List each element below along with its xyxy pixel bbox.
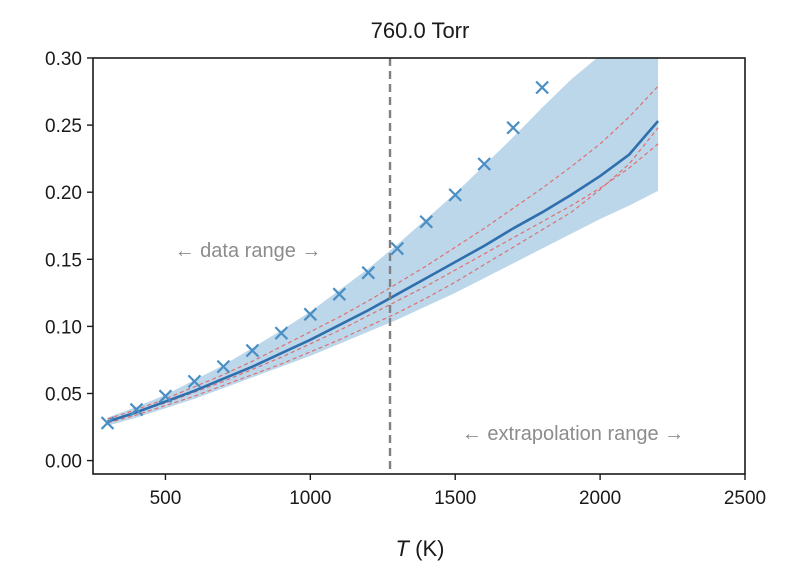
measured-point <box>477 157 491 171</box>
measured-point <box>361 265 376 280</box>
chart-title: 760.0 Torr <box>371 18 470 43</box>
measured-point <box>187 374 202 389</box>
x-axis-label-unit: (K) <box>409 536 444 561</box>
y-tick-label: 0.15 <box>45 250 82 271</box>
red-lower-dashed-line <box>107 127 659 424</box>
x-tick-label: 2500 <box>724 488 766 509</box>
x-tick-label: 1500 <box>434 488 476 509</box>
x-tick-label: 1000 <box>289 488 331 509</box>
measured-point <box>419 214 434 229</box>
y-tick-label: 0.20 <box>45 183 82 204</box>
red-upper-dashed-line <box>107 85 659 420</box>
measured-point <box>535 80 549 95</box>
measured-point <box>100 416 115 430</box>
measured-point <box>506 121 520 135</box>
plot-area: 500 1000 1500 2000 2500 0.00 0.05 0.10 0.15 0.20 0… <box>45 49 766 509</box>
x-tick-label: 500 <box>150 488 182 509</box>
y-tick-label: 0.10 <box>45 317 82 338</box>
x-axis-label: T (K) <box>396 536 445 561</box>
measured-point <box>303 307 318 322</box>
x-tick-label: 2000 <box>579 488 621 509</box>
data-range-annotation: ← data range → <box>175 240 322 262</box>
measured-point <box>245 343 260 358</box>
measured-point <box>158 389 173 403</box>
measured-point <box>129 402 144 417</box>
y-tick-label: 0.30 <box>45 49 82 70</box>
measured-point <box>332 287 347 301</box>
y-tick-label: 0.05 <box>45 384 82 405</box>
measured-point <box>448 188 462 202</box>
measured-point <box>274 326 289 340</box>
axes-frame <box>92 57 746 475</box>
uncertainty-band <box>107 58 659 426</box>
model-line <box>107 120 660 423</box>
y-tick-label: 0.25 <box>45 116 82 137</box>
plot-series-group <box>100 58 660 474</box>
red-mid-dashed-line <box>107 143 659 423</box>
measured-point <box>216 359 231 374</box>
measured-point <box>390 241 405 256</box>
x-axis-label-variable: T <box>396 536 411 561</box>
y-tick-label: 0.00 <box>45 452 82 473</box>
extrapolation-range-annotation: ← extrapolation range → <box>462 423 684 445</box>
